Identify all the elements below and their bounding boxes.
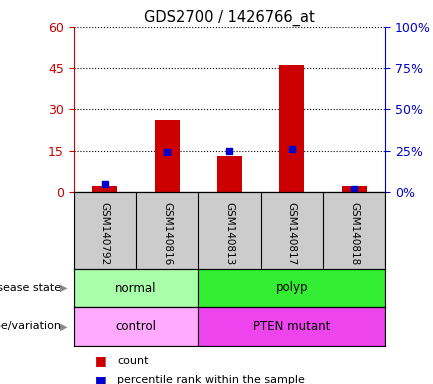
Bar [74,269,198,307]
Point [351,185,358,192]
Point [226,148,233,154]
Text: PTEN mutant: PTEN mutant [253,320,330,333]
Text: GSM140817: GSM140817 [287,202,297,265]
Text: percentile rank within the sample: percentile rank within the sample [117,375,305,384]
Bar [155,121,180,192]
Point [164,149,171,156]
Bar [74,307,198,346]
Text: GSM140813: GSM140813 [224,202,235,265]
Bar [217,156,242,192]
Bar [342,187,367,192]
Bar [198,307,385,346]
Bar [279,65,304,192]
Text: ■: ■ [95,374,111,384]
Text: disease state: disease state [0,283,65,293]
Text: GSM140816: GSM140816 [162,202,172,265]
Text: control: control [116,320,156,333]
Text: ▶: ▶ [60,321,67,331]
Text: ▶: ▶ [60,283,67,293]
Text: genotype/variation: genotype/variation [0,321,65,331]
Point [101,181,108,187]
Text: normal: normal [115,281,157,295]
Title: GDS2700 / 1426766_at: GDS2700 / 1426766_at [144,9,315,25]
Text: ■: ■ [95,354,111,367]
Bar [92,187,117,192]
Bar [198,269,385,307]
Text: polyp: polyp [275,281,308,295]
Text: count: count [117,356,149,366]
Point [288,146,295,152]
Text: GSM140792: GSM140792 [100,202,110,265]
Text: GSM140818: GSM140818 [349,202,359,265]
